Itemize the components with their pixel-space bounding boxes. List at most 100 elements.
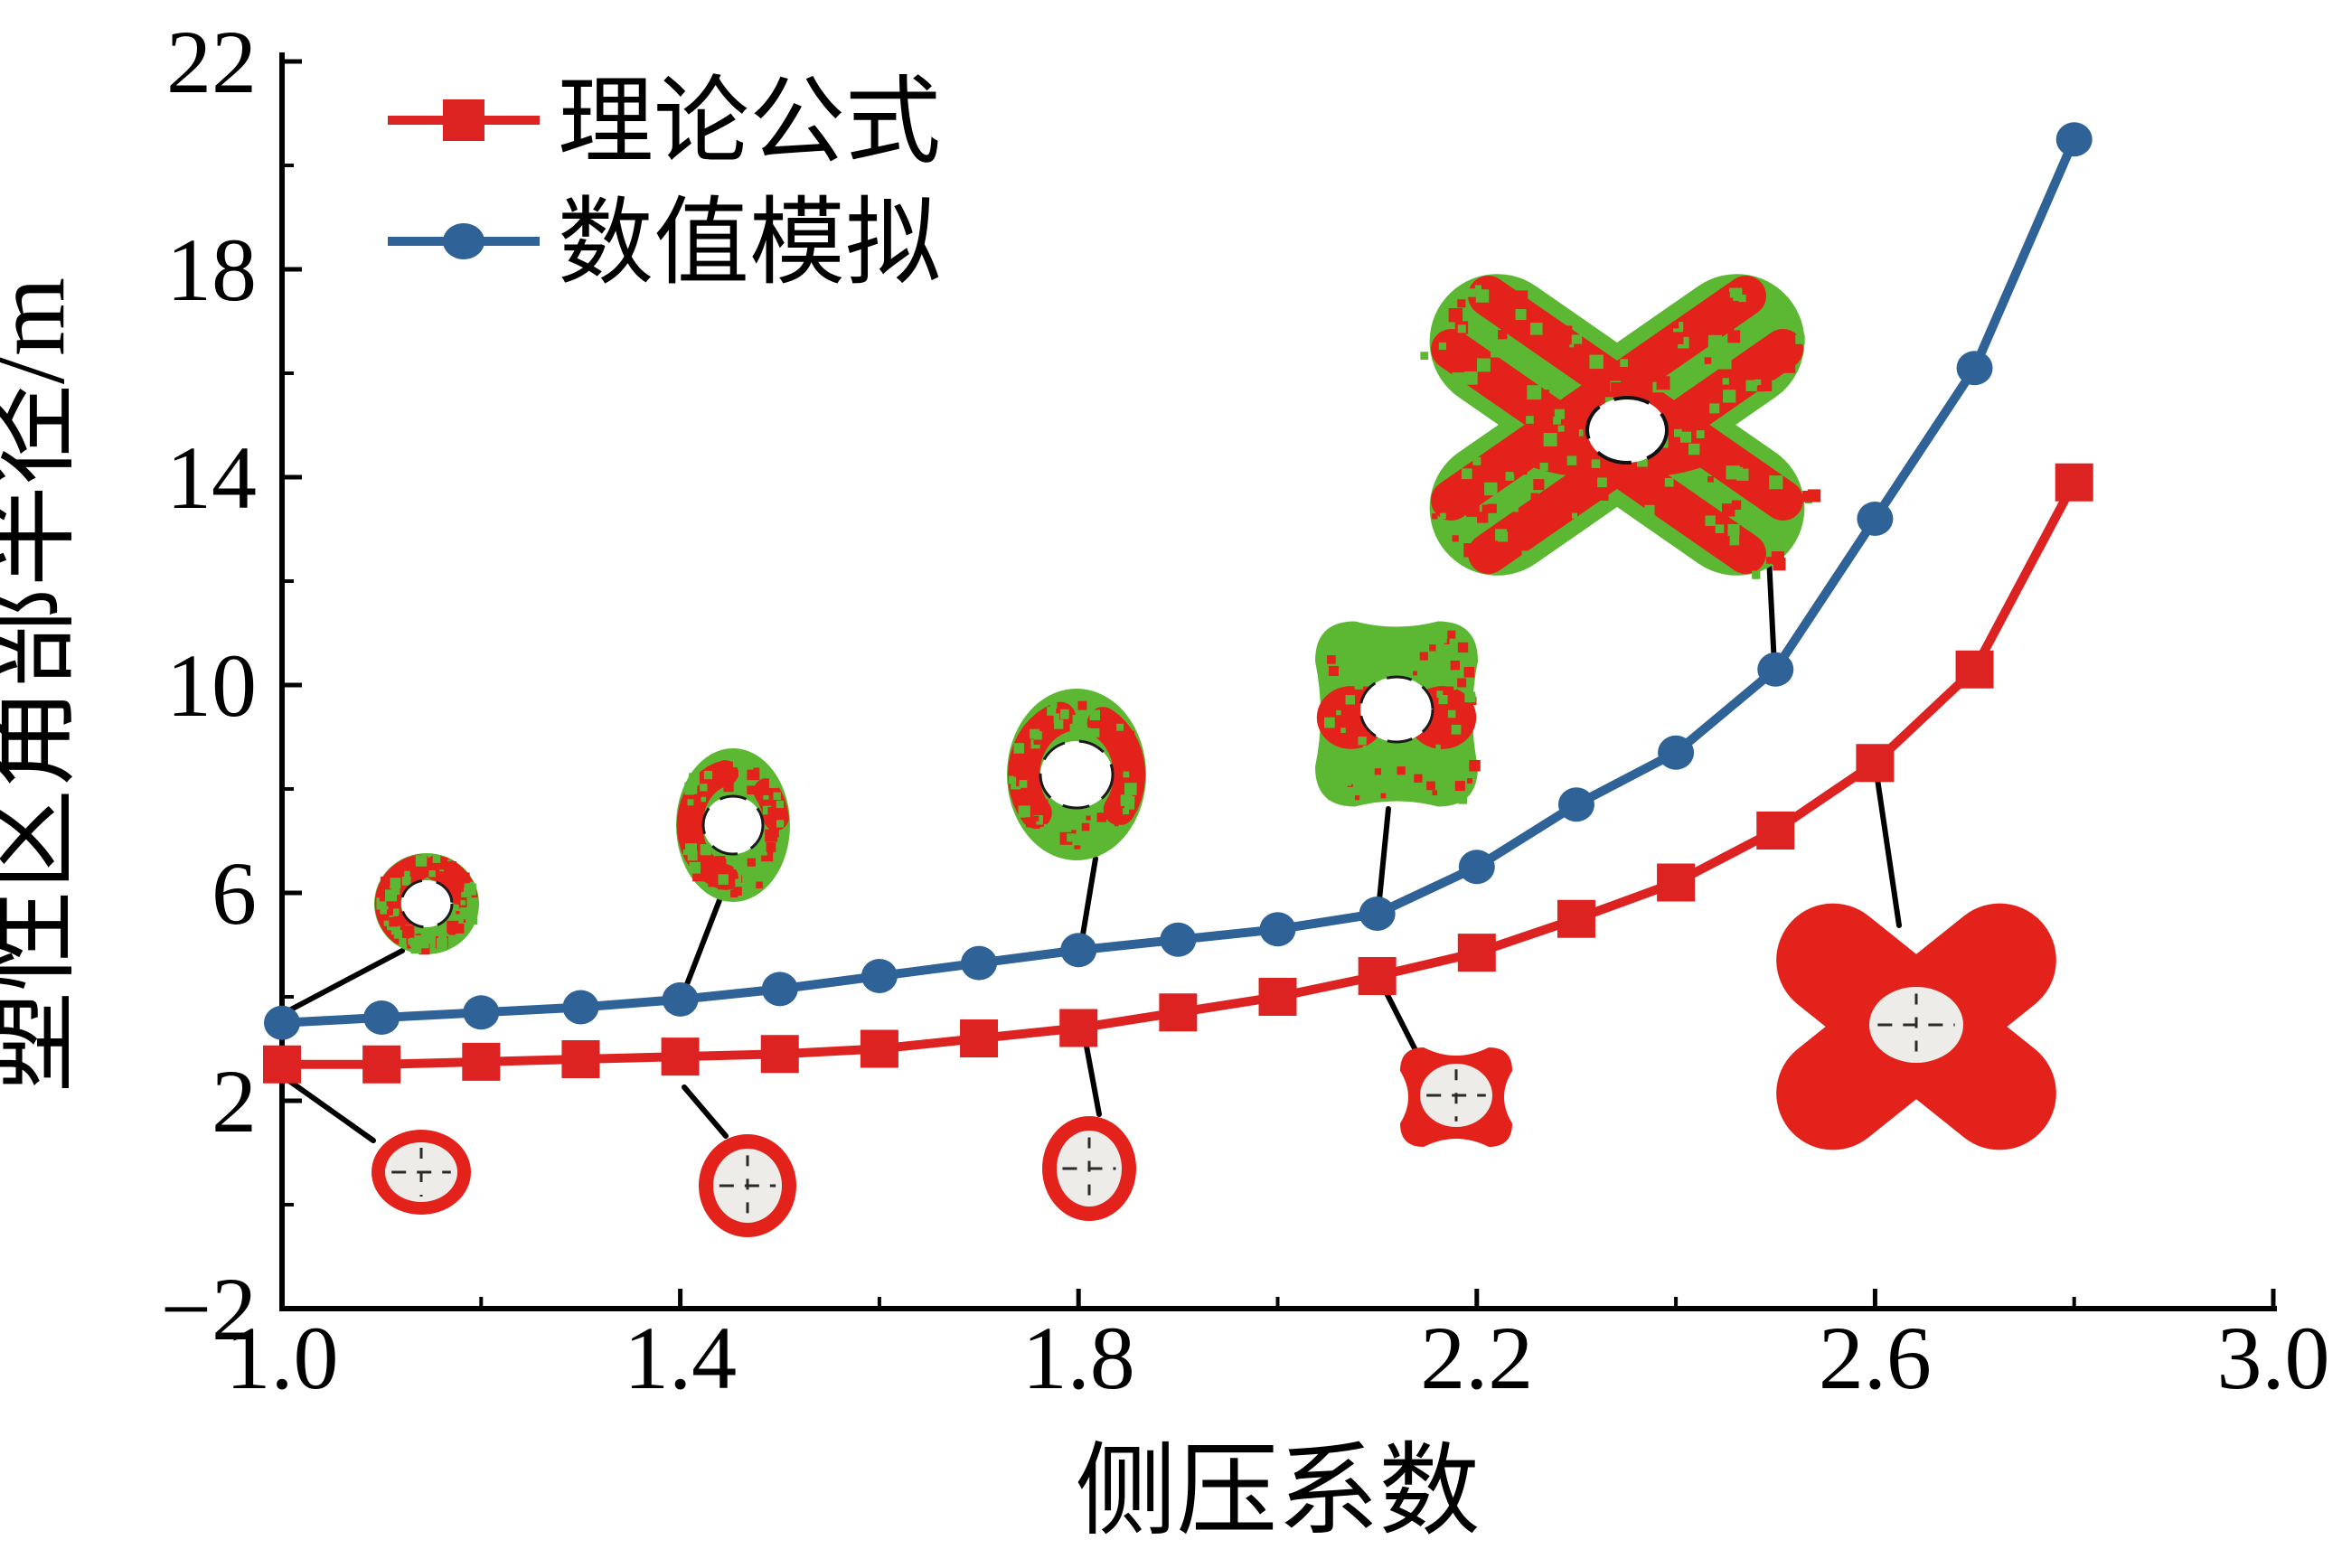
zone-speckle <box>1447 709 1456 718</box>
zone-speckle <box>1426 781 1435 791</box>
y-tick-label: 22 <box>166 12 257 112</box>
zone-speckle <box>1754 379 1762 387</box>
theory-point-marker <box>362 1045 401 1084</box>
zone-speckle <box>1392 663 1402 674</box>
zone-speckle <box>1757 385 1764 392</box>
zone-speckle <box>1086 815 1091 821</box>
leader-line-sim-zone-5 <box>1766 555 1777 668</box>
zone-speckle <box>694 793 701 801</box>
zone-speckle <box>1025 817 1037 828</box>
axes: 1.0 1.4 1.8 2.2 2.6 3.0 −2 2 6 10 14 18 22 侧压系数 塑性区角部半… <box>0 12 2330 1548</box>
zone-speckle <box>390 925 400 935</box>
zone-speckle <box>1127 764 1134 770</box>
zone-speckle <box>1397 766 1406 775</box>
zone-speckle <box>1118 824 1128 834</box>
zone-speckle <box>747 785 757 795</box>
zone-speckle <box>708 879 716 887</box>
zone-speckle <box>1630 465 1637 472</box>
zone-speckle <box>766 841 776 852</box>
zone-speckle <box>1476 512 1489 523</box>
sim-point-marker <box>562 990 599 1025</box>
zone-speckle <box>1766 557 1773 564</box>
zone-speckle <box>1381 756 1390 765</box>
zone-speckle <box>428 870 436 878</box>
sim-point-marker <box>264 1005 300 1040</box>
zone-speckle <box>1484 482 1498 496</box>
zone-speckle <box>1465 503 1480 517</box>
zone-speckle <box>1011 779 1021 790</box>
zone-speckle <box>1408 643 1416 651</box>
zone-speckle <box>1437 672 1448 683</box>
x-tick-label: 2.2 <box>1420 1308 1533 1408</box>
zone-speckle <box>1455 774 1466 784</box>
zone-speckle <box>1350 774 1356 780</box>
y-tick-label: 14 <box>166 427 257 528</box>
zone-speckle <box>1705 515 1716 526</box>
zone-speckle <box>1358 737 1367 746</box>
zone-speckle <box>380 877 390 887</box>
zone-speckle <box>1432 790 1438 796</box>
zone-speckle <box>1732 361 1747 376</box>
theory-point-marker <box>561 1040 600 1078</box>
zone-speckle <box>1463 543 1478 558</box>
zone-speckle <box>1018 805 1030 818</box>
zone-speckle <box>733 864 738 869</box>
zone-speckle <box>1644 504 1655 515</box>
x-tick-label: 3.0 <box>2217 1308 2330 1408</box>
zone-speckle <box>1336 784 1348 796</box>
zone-speckle <box>1557 425 1565 432</box>
zone-speckle <box>700 784 708 792</box>
theory-point-marker <box>1756 812 1795 850</box>
zone-speckle <box>1515 309 1527 321</box>
zone-red-streak <box>1431 275 1766 521</box>
inset-sim-zone-3 <box>1007 689 1146 860</box>
zone-speckle <box>1585 371 1594 380</box>
zone-speckle <box>436 937 447 949</box>
zone-speckle <box>1346 781 1351 786</box>
zone-speckle <box>773 792 781 801</box>
zone-speckle <box>1770 530 1782 540</box>
zone-speckle <box>1636 470 1648 482</box>
zone-speckle <box>1764 381 1773 392</box>
zone-speckle <box>1345 695 1355 705</box>
zone-speckle <box>1366 770 1371 776</box>
zone-speckle <box>1019 780 1028 788</box>
zone-speckle <box>1530 493 1538 501</box>
x-tick-label: 1.8 <box>1022 1308 1135 1408</box>
zone-speckle <box>755 843 767 856</box>
zone-speckle <box>1054 719 1064 729</box>
zone-speckle <box>745 776 754 785</box>
zone-speckle <box>1707 334 1723 349</box>
zone-speckle <box>1018 792 1027 800</box>
legend-item-theory: 理论公式 <box>388 70 941 175</box>
y-tick-label: 6 <box>212 843 257 944</box>
zone-speckle <box>464 883 476 896</box>
zone-speckle <box>1554 408 1565 419</box>
zone-speckle <box>1704 357 1712 364</box>
zone-speckle <box>1447 630 1456 639</box>
zone-speckle <box>1745 380 1757 391</box>
zone-speckle <box>1438 695 1448 705</box>
inset-sim-zone-5 <box>1420 274 1821 579</box>
zone-speckle <box>1474 285 1481 292</box>
zone-speckle <box>461 901 470 910</box>
zone-speckle <box>764 783 771 790</box>
zone-speckle <box>1069 723 1082 736</box>
zone-speckle <box>1086 839 1095 848</box>
zone-speckle <box>1456 766 1463 773</box>
zone-speckle <box>1354 795 1360 801</box>
zone-speckle <box>1419 652 1428 661</box>
zone-speckle <box>1636 455 1648 467</box>
zone-speckle <box>762 805 772 815</box>
zone-speckle <box>1426 799 1432 804</box>
sim-point-marker <box>662 981 699 1017</box>
zone-speckle <box>1727 523 1740 536</box>
zone-speckle <box>1127 795 1135 803</box>
zone-speckle <box>1046 724 1053 731</box>
zone-speckle <box>1350 759 1360 770</box>
zone-speckle <box>461 891 472 903</box>
zone-speckle <box>1448 308 1463 323</box>
zone-speckle <box>1425 634 1434 643</box>
